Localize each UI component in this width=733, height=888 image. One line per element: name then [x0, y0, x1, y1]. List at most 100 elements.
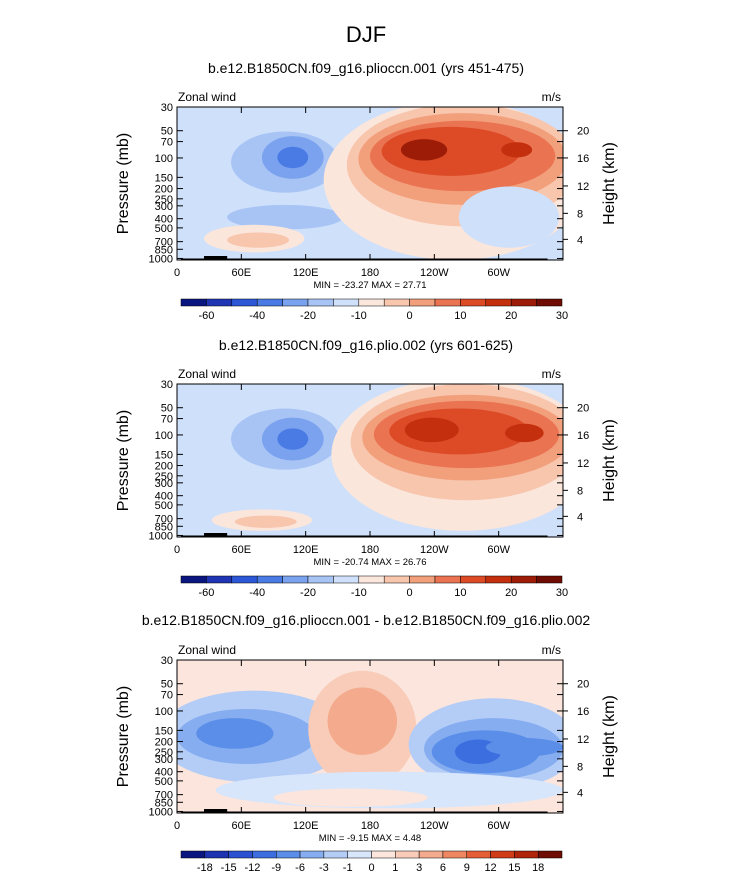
colorbar-tick-label: 10 [454, 587, 466, 599]
topography [204, 533, 228, 537]
colorbar-tick-label: -18 [197, 862, 213, 874]
colorbar-tick-label: -10 [351, 310, 367, 322]
colorbar-box [510, 298, 537, 307]
colorbar-box [460, 298, 487, 307]
colorbar-tick-label: 30 [556, 587, 568, 599]
colorbar-box [231, 298, 258, 307]
colorbar-tick-label: -15 [221, 862, 237, 874]
colorbar-box [180, 850, 206, 859]
contour-region [273, 788, 428, 807]
contour-region [234, 515, 297, 528]
colorbar-box [460, 575, 487, 584]
colorbar-box [485, 298, 512, 307]
colorbar-box [180, 298, 207, 307]
x-tick-label: 0 [174, 267, 180, 279]
y-axis-title: Pressure (mb) [115, 410, 132, 511]
colorbar-tick-label: -40 [249, 310, 265, 322]
left-label: Zonal wind [178, 367, 236, 381]
colorbar-tick-label: 12 [484, 862, 496, 874]
y-tick-label: 150 [155, 725, 173, 737]
topography-line [180, 811, 548, 813]
y-tick-label: 30 [161, 102, 173, 114]
x-tick-label: 180 [361, 267, 379, 279]
colorbar-tick-label: 18 [532, 862, 544, 874]
colorbar-tick-label: 20 [505, 310, 517, 322]
contour-region [277, 146, 309, 169]
y-tick-label: 150 [155, 172, 173, 184]
colorbar-box [383, 298, 410, 307]
y-axis-title-right: Height (km) [601, 142, 618, 225]
colorbar-tick-label: -12 [244, 862, 260, 874]
y-tick-label: 700 [155, 790, 173, 802]
panel-title: b.e12.B1850CN.f09_g16.plio.002 (yrs 601-… [219, 337, 513, 353]
colorbar-box [252, 850, 277, 859]
topography-line [180, 258, 548, 260]
min-max-stats: MIN = -20.74 MAX = 26.76 [313, 557, 426, 568]
topography-line [180, 535, 548, 537]
height-tick-label: 16 [577, 430, 589, 442]
y-tick-label: 250 [155, 471, 173, 483]
colorbar-box [282, 298, 309, 307]
y-tick-label: 300 [155, 754, 173, 766]
x-tick-label: 60E [232, 544, 252, 556]
colorbar-tick-label: -1 [343, 862, 353, 874]
right-label: m/s [542, 367, 561, 381]
topography [204, 256, 228, 260]
y-tick-label: 300 [155, 201, 173, 213]
height-tick-label: 20 [577, 679, 589, 691]
colorbar-box [383, 575, 410, 584]
contour-region [505, 423, 544, 443]
y-axis-title-right: Height (km) [601, 695, 618, 778]
x-tick-label: 120E [293, 544, 319, 556]
height-tick-label: 8 [577, 485, 583, 497]
y-tick-label: 1000 [149, 806, 173, 818]
x-tick-label: 120W [420, 267, 449, 279]
colorbar-box [466, 850, 491, 859]
colorbar-tick-label: -20 [300, 587, 316, 599]
height-tick-label: 4 [577, 234, 583, 246]
y-tick-label: 400 [155, 214, 173, 226]
colorbar-box [434, 298, 461, 307]
y-tick-label: 250 [155, 194, 173, 206]
colorbar-box [256, 298, 283, 307]
y-tick-label: 200 [155, 737, 173, 749]
y-tick-label: 850 [155, 521, 173, 533]
colorbar-box [371, 850, 396, 859]
y-tick-label: 200 [155, 184, 173, 196]
contour-region [277, 428, 309, 450]
x-tick-label: 120E [293, 267, 319, 279]
height-tick-label: 8 [577, 761, 583, 773]
colorbar-tick-label: 0 [407, 587, 413, 599]
colorbar-box [347, 850, 372, 859]
main-title: DJF [346, 22, 386, 47]
y-tick-label: 200 [155, 461, 173, 473]
x-tick-label: 60W [487, 267, 510, 279]
y-tick-label: 500 [155, 776, 173, 788]
colorbar-box [307, 575, 334, 584]
x-tick-label: 180 [361, 820, 379, 832]
left-label: Zonal wind [178, 643, 236, 657]
colorbar-tick-label: 10 [454, 310, 466, 322]
y-tick-label: 50 [161, 679, 173, 691]
colorbar-tick-label: -9 [271, 862, 281, 874]
x-tick-label: 0 [174, 544, 180, 556]
colorbar-tick-label: -60 [198, 587, 214, 599]
x-tick-label: 60W [487, 544, 510, 556]
y-axis-title: Pressure (mb) [115, 133, 132, 234]
height-tick-label: 12 [577, 734, 589, 746]
height-tick-label: 8 [577, 208, 583, 220]
y-axis-title: Pressure (mb) [115, 686, 132, 787]
topography [204, 809, 228, 813]
colorbar-box [510, 575, 537, 584]
y-axis-title-right: Height (km) [601, 419, 618, 502]
colorbar-tick-label: 9 [464, 862, 470, 874]
panel-title: b.e12.B1850CN.f09_g16.plioccn.001 - b.e1… [142, 612, 591, 628]
y-tick-label: 30 [161, 379, 173, 391]
colorbar-box [537, 850, 563, 859]
y-tick-label: 700 [155, 514, 173, 526]
x-tick-label: 0 [174, 820, 180, 832]
colorbar-box [536, 575, 563, 584]
y-tick-label: 300 [155, 478, 173, 490]
colorbar-box [282, 575, 309, 584]
colorbar-tick-label: 0 [368, 862, 374, 874]
